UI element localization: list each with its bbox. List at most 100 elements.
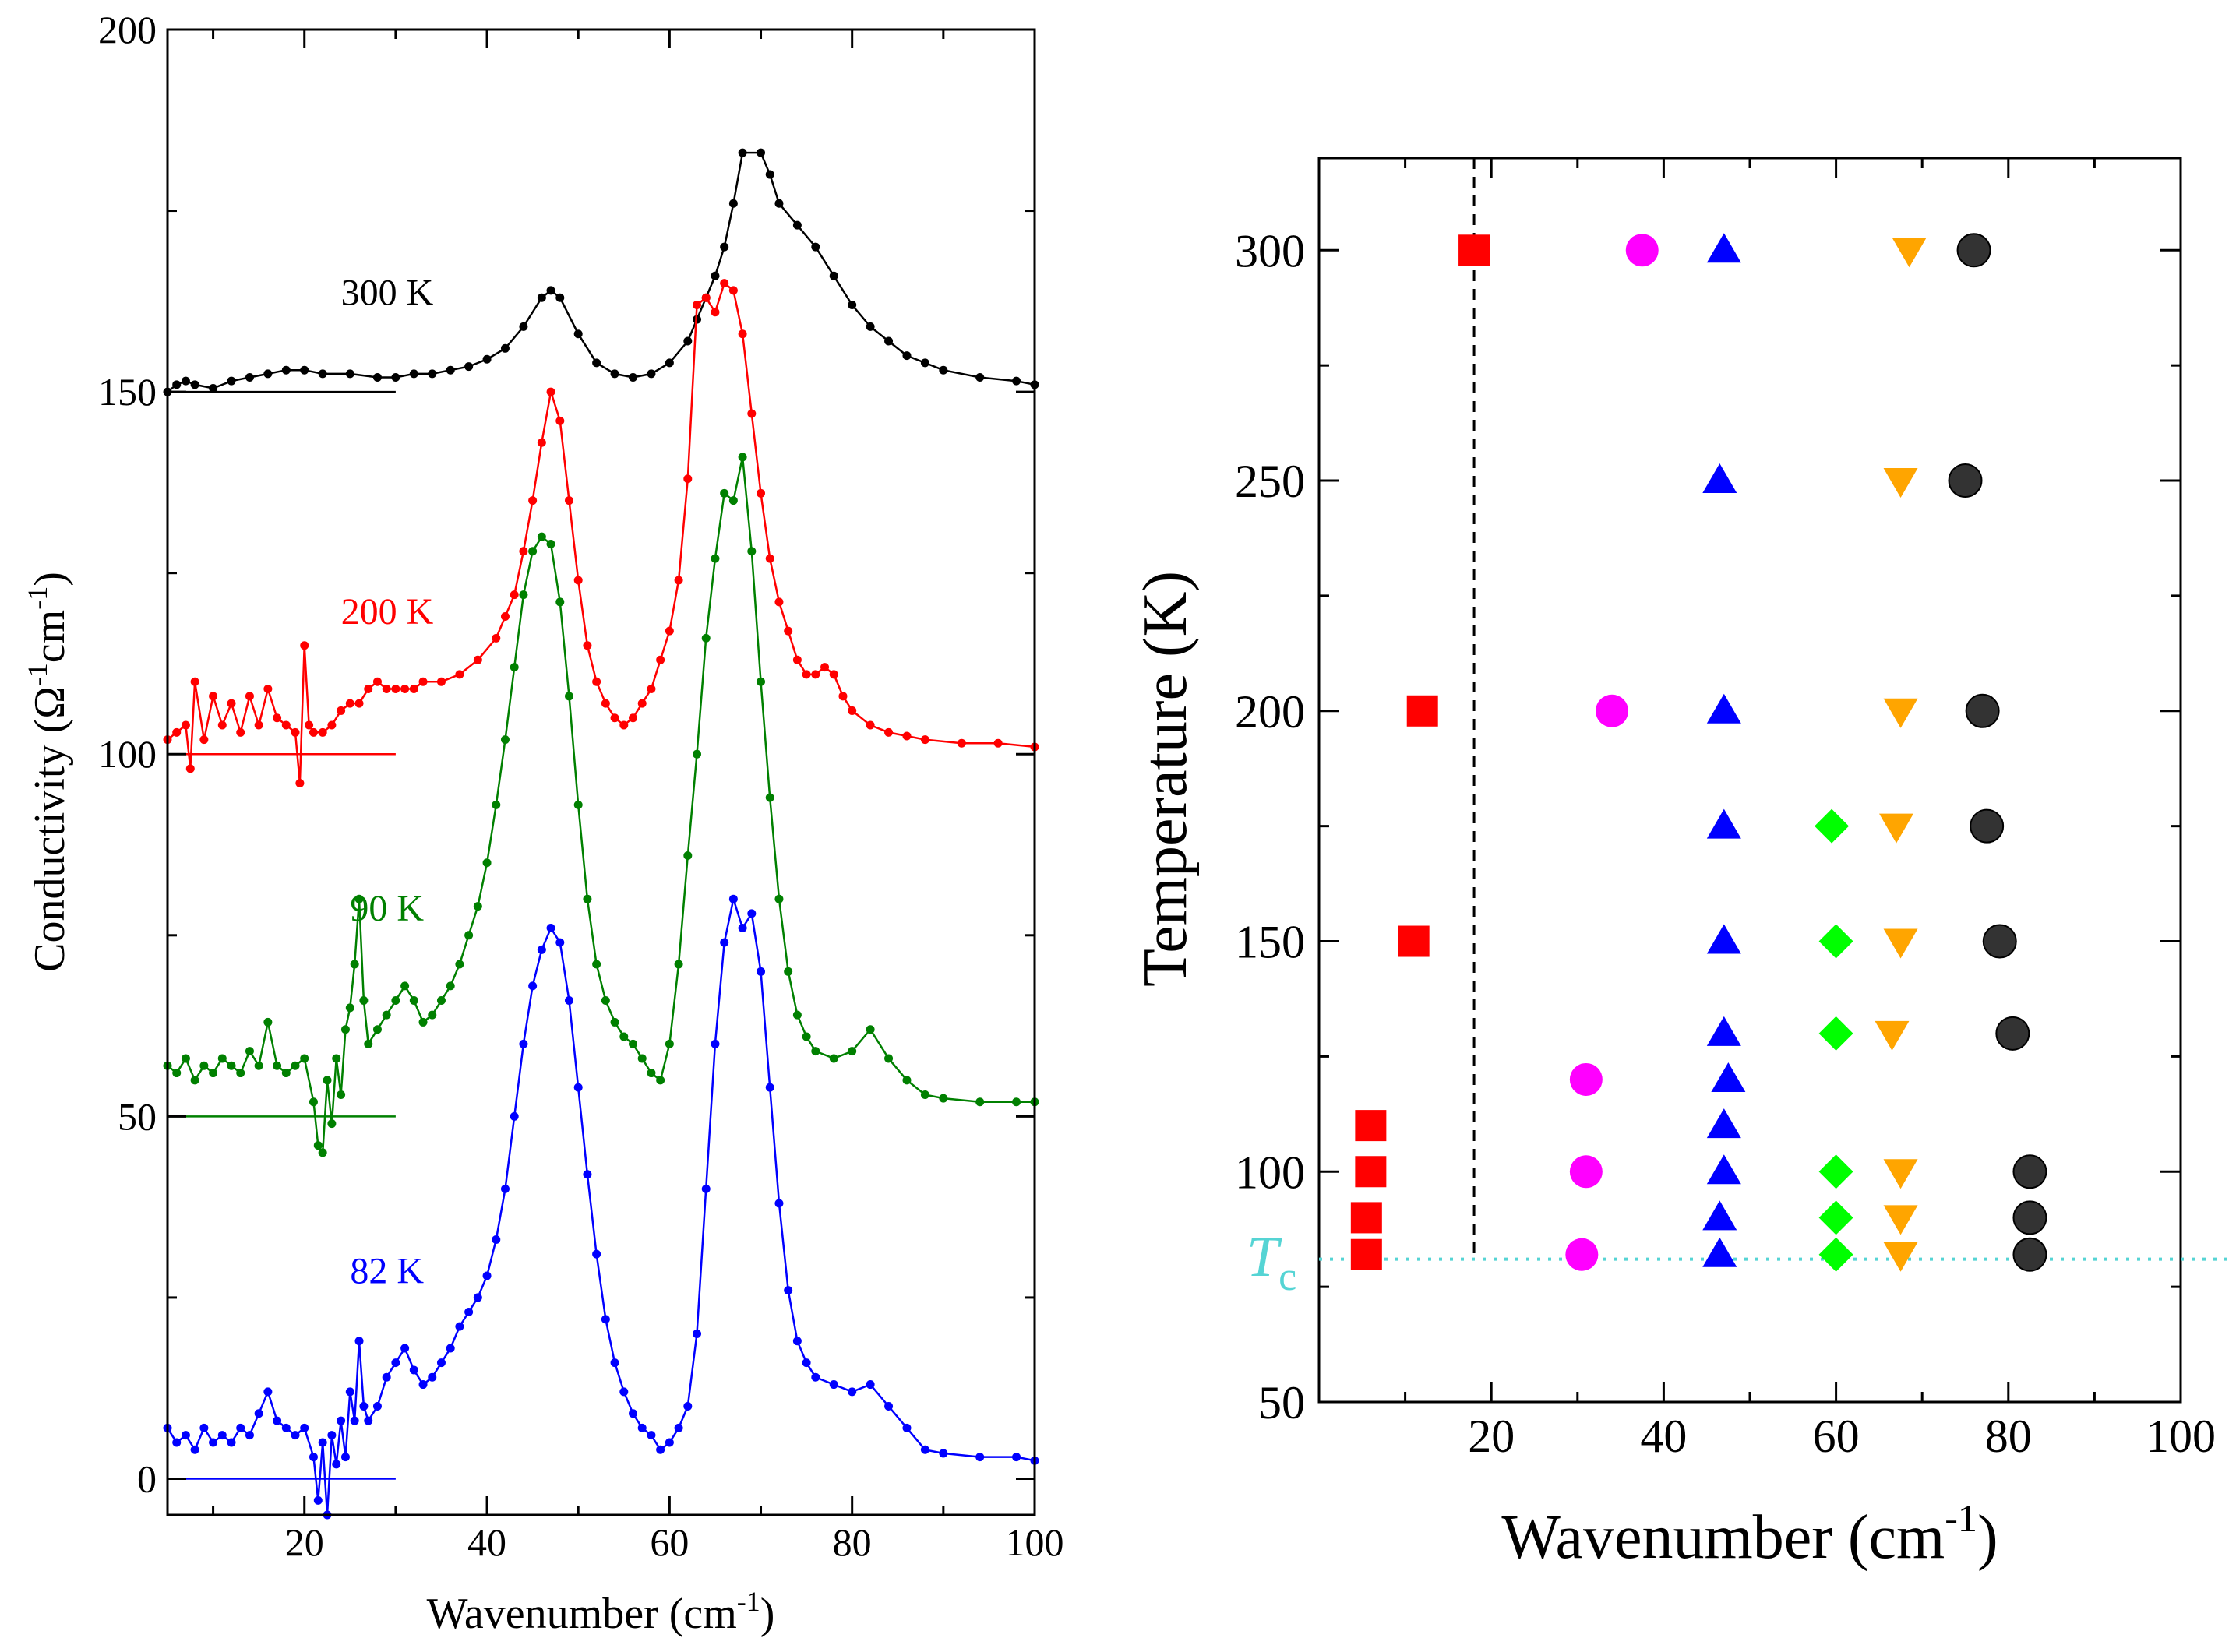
square-marker	[1406, 695, 1438, 727]
data-point	[592, 1249, 601, 1259]
triangle-down-marker	[1875, 1020, 1910, 1051]
data-point	[1012, 1097, 1021, 1107]
data-point	[245, 1431, 254, 1440]
diamond-marker	[1815, 808, 1850, 844]
data-point	[273, 1061, 282, 1070]
data-point	[327, 720, 337, 730]
data-point	[939, 1094, 948, 1103]
series-90-k	[163, 453, 1039, 1157]
data-point	[693, 1329, 702, 1338]
data-point	[181, 1431, 190, 1440]
data-point	[263, 685, 273, 694]
x-tick-label: 20	[1468, 1411, 1515, 1462]
data-point	[382, 1010, 391, 1020]
data-point	[436, 1358, 446, 1368]
triangle-down-marker	[1883, 1159, 1918, 1189]
data-point	[728, 286, 738, 295]
triangle-up-marker	[1706, 693, 1741, 724]
series-label: 90 K	[350, 888, 424, 929]
data-point	[683, 474, 693, 484]
data-point	[802, 670, 811, 679]
x-tick-label: 100	[1006, 1520, 1064, 1564]
data-point	[273, 713, 282, 723]
data-point	[564, 496, 573, 505]
data-point	[345, 1387, 354, 1397]
circle-marker	[1948, 463, 1983, 498]
data-point	[884, 336, 894, 346]
data-point	[573, 800, 583, 809]
series-labels: 300 K 200 K 90 K 82 K	[341, 272, 434, 1291]
circle-marker	[2012, 1200, 2047, 1235]
y-tick-label: 0	[137, 1457, 157, 1500]
tc-label: Tc	[1247, 1225, 1296, 1299]
data-point	[792, 1337, 802, 1346]
data-point	[391, 996, 400, 1006]
data-point	[765, 170, 774, 179]
data-point	[300, 1054, 309, 1063]
data-point	[920, 735, 929, 745]
data-point	[610, 1358, 619, 1368]
data-point	[829, 1054, 838, 1063]
data-point	[500, 735, 510, 745]
data-point	[528, 496, 538, 505]
data-point	[573, 576, 583, 585]
data-point	[665, 1438, 674, 1447]
data-point	[573, 329, 583, 339]
data-point	[354, 699, 364, 708]
data-point	[354, 894, 364, 903]
data-point	[227, 1438, 236, 1447]
data-point	[263, 369, 273, 379]
data-point	[199, 1423, 209, 1432]
data-point	[455, 1322, 464, 1331]
data-point	[492, 1235, 501, 1245]
data-point	[610, 1017, 619, 1027]
data-point	[327, 1431, 337, 1440]
data-point	[281, 1423, 291, 1432]
y-tick-label: 150	[98, 370, 157, 414]
data-point	[546, 539, 555, 548]
circle-marker	[1995, 1016, 2030, 1051]
data-point	[345, 699, 354, 708]
data-point	[610, 369, 619, 379]
data-point	[902, 1076, 912, 1085]
data-point	[601, 1315, 610, 1324]
circle-marker	[1970, 808, 2005, 844]
data-point	[674, 576, 683, 585]
data-point	[519, 590, 528, 600]
data-point	[309, 1453, 318, 1462]
data-point	[245, 692, 254, 701]
data-point	[784, 626, 793, 636]
data-point	[738, 453, 747, 462]
data-point	[757, 677, 766, 686]
data-point	[920, 1445, 929, 1454]
data-point	[350, 960, 359, 969]
data-point	[765, 554, 774, 563]
data-point	[309, 727, 318, 737]
data-point	[728, 199, 738, 208]
data-point	[583, 894, 592, 903]
triangle-up-marker	[1706, 1108, 1741, 1139]
data-point	[747, 547, 757, 556]
data-point	[665, 626, 674, 636]
data-point	[217, 720, 227, 730]
circle-marker	[1569, 1062, 1603, 1096]
data-point	[720, 242, 729, 252]
data-point	[245, 1047, 254, 1056]
triangle-down-marker	[1883, 468, 1918, 498]
data-point	[784, 1286, 793, 1295]
data-point	[500, 1184, 510, 1193]
data-point	[345, 1003, 354, 1013]
square-marker	[1398, 925, 1430, 957]
data-point	[409, 369, 418, 379]
data-point	[728, 894, 738, 903]
data-point	[975, 373, 985, 382]
data-point	[701, 293, 711, 302]
data-point	[291, 1061, 300, 1070]
diamond-marker	[1818, 1016, 1853, 1051]
data-point	[555, 597, 565, 607]
data-point	[313, 1141, 323, 1150]
data-point	[975, 1453, 985, 1462]
data-point	[473, 1293, 482, 1302]
data-point	[656, 1445, 665, 1454]
